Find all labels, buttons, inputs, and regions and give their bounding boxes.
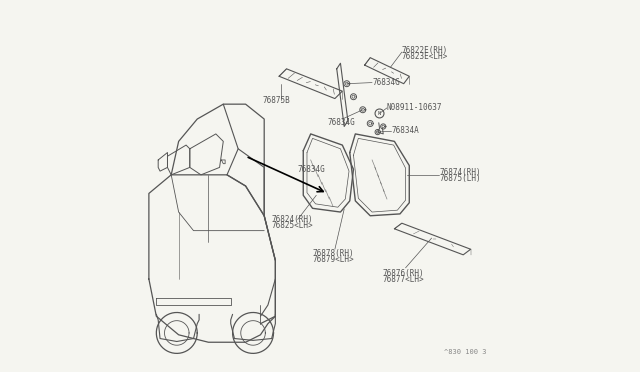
Text: 76879<LH>: 76879<LH>	[312, 255, 354, 264]
Text: 76875(LH): 76875(LH)	[440, 174, 481, 183]
Text: N: N	[378, 111, 381, 116]
Text: N08911-10637: N08911-10637	[387, 103, 442, 112]
Text: 76822E(RH): 76822E(RH)	[402, 46, 448, 55]
Text: 76825<LH>: 76825<LH>	[271, 221, 313, 230]
Text: 76834A: 76834A	[392, 126, 419, 135]
Text: 76823E<LH>: 76823E<LH>	[402, 52, 448, 61]
Text: 76877<LH>: 76877<LH>	[382, 275, 424, 283]
Text: 76834G: 76834G	[298, 165, 325, 174]
Text: 76834G: 76834G	[328, 118, 355, 126]
Text: 76878(RH): 76878(RH)	[312, 249, 354, 258]
Text: 76874(RH): 76874(RH)	[440, 169, 481, 177]
Text: 76875B: 76875B	[262, 96, 290, 105]
Text: ^830 100 3: ^830 100 3	[444, 349, 486, 355]
Text: 76834G: 76834G	[373, 78, 401, 87]
Text: 76876(RH): 76876(RH)	[382, 269, 424, 278]
Text: 76824(RH): 76824(RH)	[271, 215, 313, 224]
